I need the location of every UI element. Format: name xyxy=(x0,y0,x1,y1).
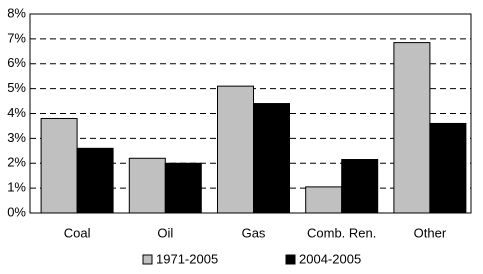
x-tick-label: Comb. Ren. xyxy=(307,225,376,240)
y-tick-label: 2% xyxy=(7,155,26,170)
x-tick-label: Gas xyxy=(242,225,266,240)
legend-swatch xyxy=(142,254,153,265)
y-tick-label: 1% xyxy=(7,180,26,195)
bar xyxy=(40,117,78,214)
bar xyxy=(164,162,202,214)
y-tick-label: 6% xyxy=(7,55,26,70)
bar xyxy=(217,85,254,214)
legend-label: 1971-2005 xyxy=(156,251,218,266)
bar xyxy=(305,186,343,214)
y-tick-label: 5% xyxy=(7,80,26,95)
y-tick-label: 8% xyxy=(7,5,26,20)
x-tick-label: Oil xyxy=(157,225,173,240)
bar xyxy=(253,103,290,214)
bar xyxy=(76,147,114,214)
plot-frame xyxy=(29,13,472,214)
bar xyxy=(341,159,379,214)
y-tick-label: 7% xyxy=(7,30,26,45)
legend-label: 2004-2005 xyxy=(299,251,361,266)
y-tick-label: 4% xyxy=(7,105,26,120)
y-tick-label: 0% xyxy=(7,204,26,219)
x-tick-label: Other xyxy=(414,225,447,240)
x-tick-label: Coal xyxy=(64,225,91,240)
legend-swatch xyxy=(285,254,296,265)
bar xyxy=(128,157,166,214)
bar xyxy=(393,42,431,214)
bar xyxy=(429,122,467,214)
y-tick-label: 3% xyxy=(7,130,26,145)
